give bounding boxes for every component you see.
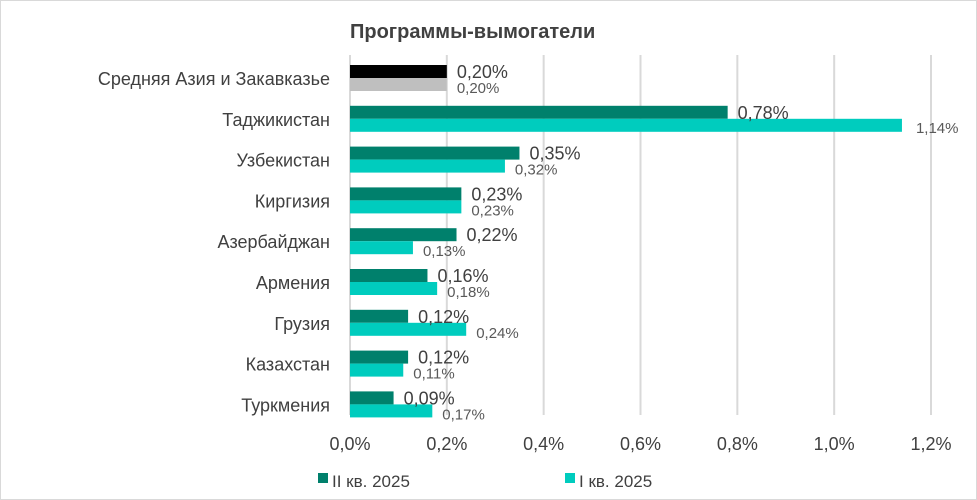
bar-q2 bbox=[350, 269, 428, 282]
data-label: 0,09% bbox=[404, 388, 455, 408]
data-label: 0,22% bbox=[467, 225, 518, 245]
data-label: 0,17% bbox=[442, 406, 485, 423]
chart-title: Программы-вымогатели bbox=[350, 21, 595, 43]
data-label: 0,12% bbox=[418, 348, 469, 368]
bar-q1 bbox=[350, 200, 462, 214]
legend-label: II кв. 2025 bbox=[332, 472, 410, 491]
data-label: 0,24% bbox=[476, 325, 519, 342]
x-tick-label: 1,0% bbox=[814, 434, 855, 454]
data-label: 0,18% bbox=[447, 284, 490, 301]
bar-q1 bbox=[350, 159, 505, 173]
data-label: 0,16% bbox=[437, 266, 488, 286]
category-label: Киргизия bbox=[255, 191, 330, 211]
data-label: 0,23% bbox=[471, 202, 514, 219]
x-tick-label: 0,8% bbox=[717, 434, 758, 454]
x-tick-label: 0,6% bbox=[620, 434, 661, 454]
x-tick-label: 1,2% bbox=[910, 434, 951, 454]
bar-q2 bbox=[350, 105, 728, 119]
category-label: Казахстан bbox=[246, 355, 330, 375]
bar-q2 bbox=[350, 187, 462, 201]
bar-q1 bbox=[350, 363, 404, 377]
legend-swatch bbox=[318, 473, 328, 483]
bar-q1 bbox=[350, 282, 438, 295]
category-label: Таджикистан bbox=[222, 110, 330, 130]
legend-label: I кв. 2025 bbox=[579, 472, 652, 491]
data-label: 0,11% bbox=[413, 366, 454, 383]
data-label: 0,32% bbox=[515, 162, 558, 179]
x-tick-label: 0,4% bbox=[523, 434, 564, 454]
data-label: 1,14% bbox=[916, 120, 959, 137]
x-tick-label: 0,2% bbox=[426, 434, 467, 454]
data-label: 0,20% bbox=[457, 62, 508, 82]
bar-q2 bbox=[350, 146, 520, 160]
x-tick-label: 0,0% bbox=[329, 434, 370, 454]
bar-q1 bbox=[350, 118, 902, 132]
data-label: 0,13% bbox=[423, 243, 466, 260]
data-label: 0,23% bbox=[471, 184, 522, 204]
data-label: 0,12% bbox=[418, 307, 469, 327]
category-label: Армения bbox=[256, 273, 330, 293]
data-label: 0,78% bbox=[738, 103, 789, 123]
bar-q1 bbox=[350, 241, 413, 255]
category-label: Туркмения bbox=[241, 395, 330, 415]
data-label: 0,35% bbox=[529, 144, 580, 164]
category-label: Узбекистан bbox=[236, 151, 330, 171]
bar-q2 bbox=[350, 391, 394, 405]
bar-q2 bbox=[350, 228, 457, 242]
bar-q2 bbox=[350, 65, 447, 78]
category-label: Средняя Азия и Закавказье bbox=[98, 69, 330, 89]
category-label: Грузия bbox=[274, 314, 330, 334]
category-label: Азербайджан bbox=[217, 232, 330, 252]
bar-q1 bbox=[350, 322, 467, 336]
legend-swatch bbox=[565, 473, 575, 483]
bar-q2 bbox=[350, 309, 409, 323]
bar-q2 bbox=[350, 350, 409, 364]
bar-q1 bbox=[350, 404, 433, 418]
bar-q1 bbox=[350, 78, 447, 91]
data-label: 0,20% bbox=[457, 80, 500, 97]
